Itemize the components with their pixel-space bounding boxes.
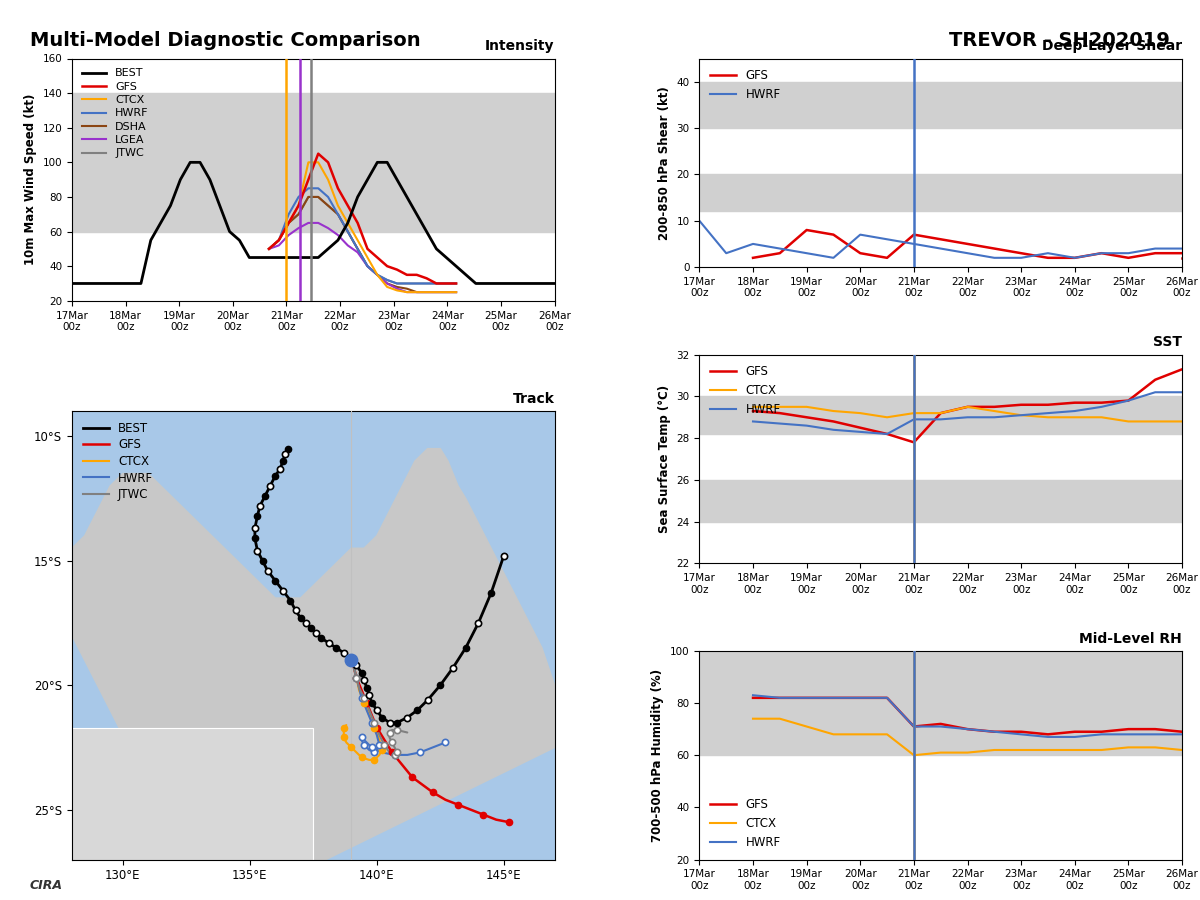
- Y-axis label: 10m Max Wind Speed (kt): 10m Max Wind Speed (kt): [24, 94, 37, 266]
- Text: CIRA: CIRA: [30, 879, 64, 892]
- Y-axis label: Sea Surface Temp (°C): Sea Surface Temp (°C): [658, 385, 671, 533]
- Legend: GFS, HWRF: GFS, HWRF: [706, 65, 785, 106]
- Bar: [700, 396, 1182, 434]
- Bar: [700, 175, 1182, 211]
- Text: TREVOR - SH202019: TREVOR - SH202019: [949, 32, 1170, 50]
- Bar: [72, 93, 554, 171]
- Y-axis label: 200-850 hPa Shear (kt): 200-850 hPa Shear (kt): [658, 86, 671, 239]
- Bar: [700, 651, 1182, 703]
- Polygon shape: [72, 448, 554, 879]
- Legend: GFS, CTCX, HWRF: GFS, CTCX, HWRF: [706, 793, 785, 853]
- Text: Deep-Layer Shear: Deep-Layer Shear: [1042, 40, 1182, 53]
- Bar: [700, 480, 1182, 522]
- Bar: [700, 703, 1182, 755]
- Bar: [72, 171, 554, 231]
- Text: Intensity: Intensity: [485, 40, 554, 53]
- Text: Track: Track: [512, 392, 554, 406]
- Legend: GFS, CTCX, HWRF: GFS, CTCX, HWRF: [706, 361, 785, 421]
- Text: Multi-Model Diagnostic Comparison: Multi-Model Diagnostic Comparison: [30, 32, 421, 50]
- Legend: BEST, GFS, CTCX, HWRF, JTWC: BEST, GFS, CTCX, HWRF, JTWC: [78, 418, 158, 506]
- Text: Mid-Level RH: Mid-Level RH: [1079, 632, 1182, 645]
- Bar: [72, 727, 313, 865]
- Y-axis label: 700-500 hPa Humidity (%): 700-500 hPa Humidity (%): [652, 669, 665, 842]
- Bar: [700, 82, 1182, 128]
- Text: SST: SST: [1153, 336, 1182, 349]
- Legend: BEST, GFS, CTCX, HWRF, DSHA, LGEA, JTWC: BEST, GFS, CTCX, HWRF, DSHA, LGEA, JTWC: [78, 64, 154, 163]
